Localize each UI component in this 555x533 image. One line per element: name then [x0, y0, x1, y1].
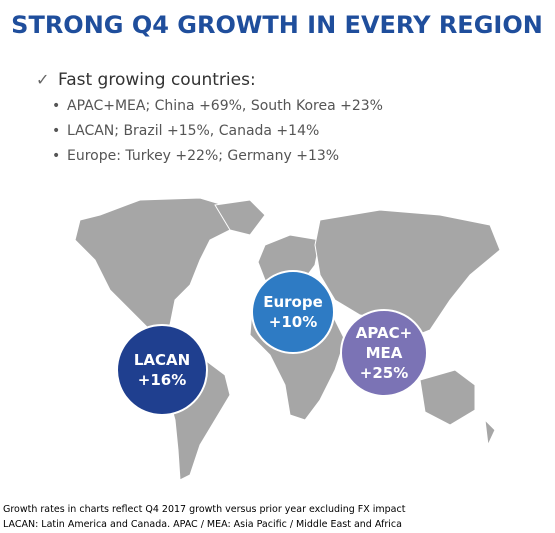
bullet-list: • APAC+MEA; China +69%, South Korea +23% •…: [52, 98, 383, 164]
bullet-text: LACAN; Brazil +15%, Canada +14%: [67, 123, 319, 139]
bullet-dot: •: [52, 98, 60, 114]
check-icon: ✓: [36, 70, 49, 89]
region-labels: LACAN +16% Europe +10% APAC+ MEA +25%: [134, 293, 412, 389]
footnote: LACAN: Latin America and Canada. APAC / …: [3, 519, 402, 530]
lacan-circle: [116, 324, 208, 416]
heading: Fast growing countries:: [58, 70, 256, 90]
region-circles: [116, 270, 428, 416]
region-label: +25%: [360, 364, 408, 382]
bullet-dot: •: [52, 148, 60, 164]
europe-circle: [251, 270, 335, 354]
bullet-text: APAC+MEA; China +69%, South Korea +23%: [67, 98, 383, 114]
region-label: +10%: [269, 313, 317, 331]
asia: [314, 209, 501, 341]
footnote: Growth rates in charts reflect Q4 2017 g…: [3, 504, 406, 515]
region-label: Europe: [263, 293, 323, 311]
north-america: [74, 197, 241, 331]
new-zealand: [484, 418, 496, 447]
region-label: LACAN: [134, 351, 190, 369]
title: STRONG Q4 GROWTH IN EVERY REGION: [11, 11, 543, 39]
apac-circle: [340, 309, 428, 397]
bullet-text: Europe: Turkey +22%; Germany +13%: [67, 148, 339, 164]
region-label: MEA: [366, 344, 403, 362]
greenland: [214, 199, 266, 236]
region-label: +16%: [138, 371, 186, 389]
bullet-dot: •: [52, 123, 60, 139]
region-label: APAC+: [356, 324, 412, 342]
australia: [419, 369, 476, 426]
